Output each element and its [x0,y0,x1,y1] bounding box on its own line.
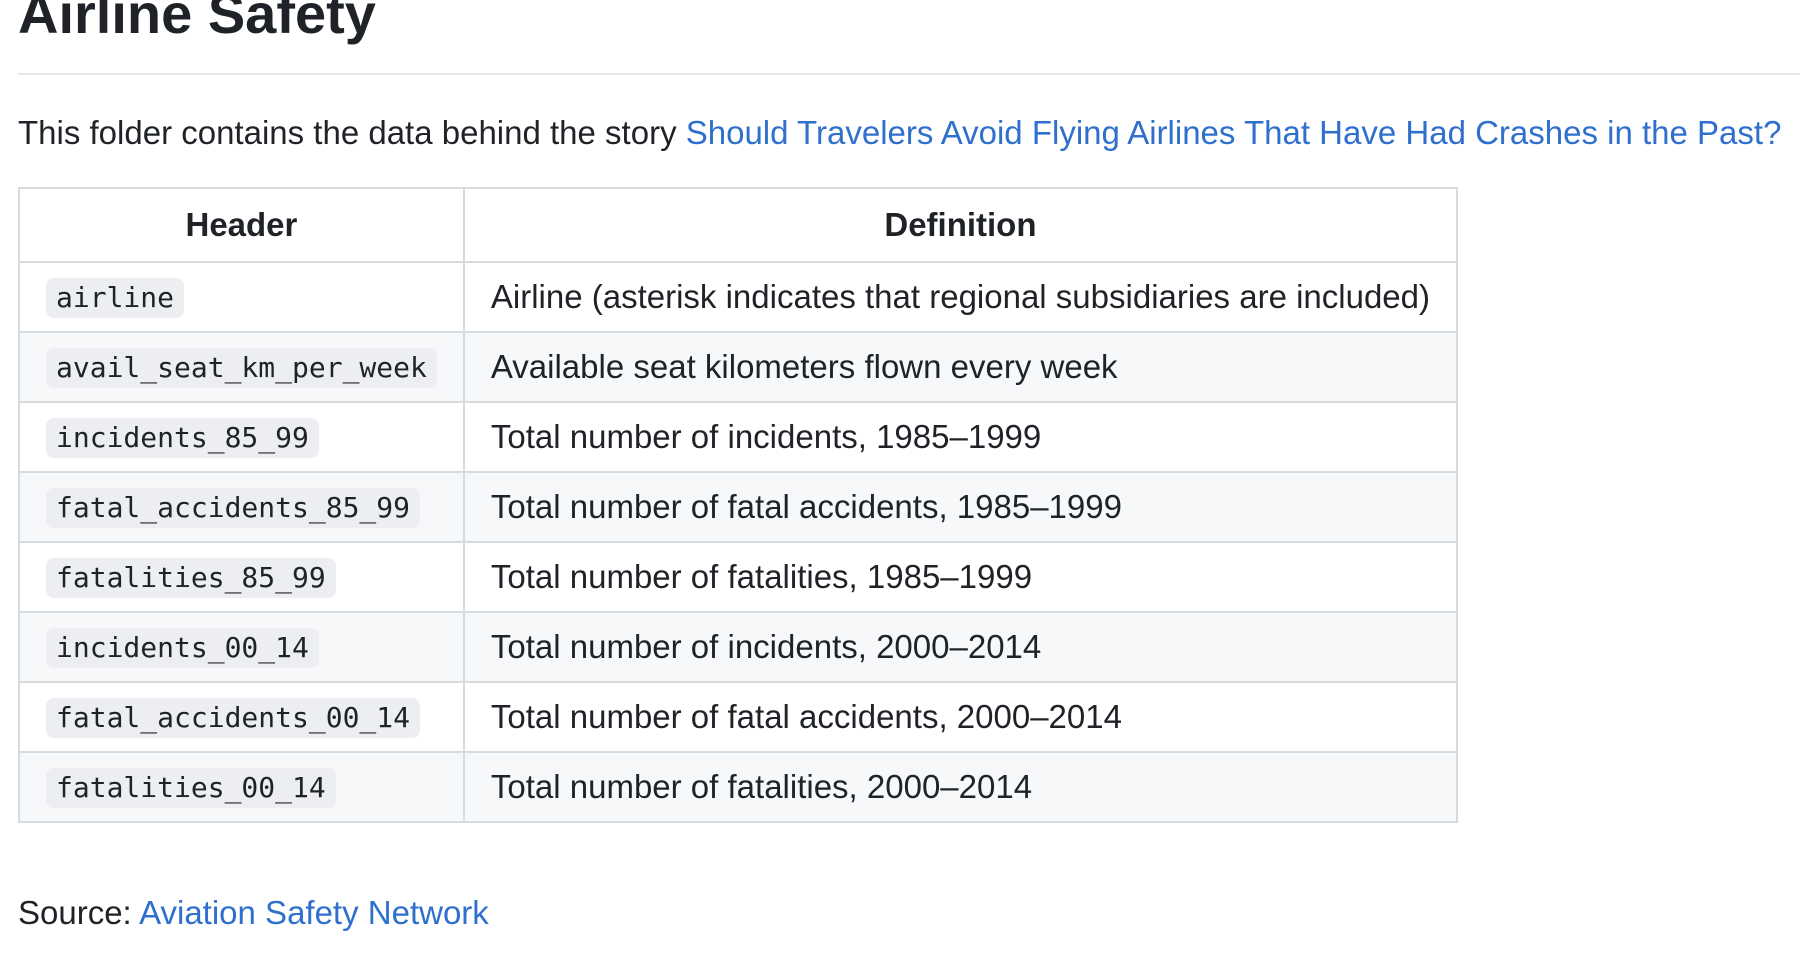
definition-cell: Total number of fatalities, 1985–1999 [462,541,1459,613]
table-row: incidents_00_14 Total number of incident… [18,611,1459,683]
source-line: Source: Aviation Safety Network [18,893,489,933]
header-cell: avail_seat_km_per_week [18,331,465,403]
source-label: Source: [18,894,140,931]
definition-cell: Airline (asterisk indicates that regiona… [462,261,1459,333]
definitions-table: Header Definition airline Airline (aster… [18,187,1459,823]
field-name-code: fatal_accidents_00_14 [46,697,421,738]
definition-cell: Total number of incidents, 2000–2014 [462,611,1459,683]
table-row: fatalities_00_14 Total number of fatalit… [18,751,1459,823]
header-cell: fatal_accidents_85_99 [18,471,465,543]
header-cell: fatalities_00_14 [18,751,465,823]
header-cell: incidents_85_99 [18,401,465,473]
intro-paragraph: This folder contains the data behind the… [18,113,1781,153]
header-cell: fatalities_85_99 [18,541,465,613]
table-row: incidents_85_99 Total number of incident… [18,401,1459,473]
header-cell: fatal_accidents_00_14 [18,681,465,753]
definition-cell: Total number of incidents, 1985–1999 [462,401,1459,473]
field-name-code: airline [46,277,185,318]
table-row: fatal_accidents_00_14 Total number of fa… [18,681,1459,753]
source-link[interactable]: Aviation Safety Network [139,894,489,931]
story-link[interactable]: Should Travelers Avoid Flying Airlines T… [685,114,1782,151]
title-divider [18,73,1800,75]
field-name-code: incidents_00_14 [46,627,319,668]
field-name-code: fatal_accidents_85_99 [46,487,421,528]
header-cell: incidents_00_14 [18,611,465,683]
field-name-code: fatalities_85_99 [46,557,336,598]
definition-cell: Total number of fatalities, 2000–2014 [462,751,1459,823]
column-header-definition: Definition [462,187,1459,263]
table-row: fatalities_85_99 Total number of fatalit… [18,541,1459,613]
field-name-code: incidents_85_99 [46,417,319,458]
table-row: avail_seat_km_per_week Available seat ki… [18,331,1459,403]
table-header-row: Header Definition [18,187,1459,263]
definition-cell: Available seat kilometers flown every we… [462,331,1459,403]
intro-text: This folder contains the data behind the… [18,114,686,151]
field-name-code: fatalities_00_14 [46,767,336,808]
definition-cell: Total number of fatal accidents, 1985–19… [462,471,1459,543]
table-row: airline Airline (asterisk indicates that… [18,261,1459,333]
column-header-header: Header [18,187,465,263]
header-cell: airline [18,261,465,333]
table-row: fatal_accidents_85_99 Total number of fa… [18,471,1459,543]
field-name-code: avail_seat_km_per_week [46,347,437,388]
definition-cell: Total number of fatal accidents, 2000–20… [462,681,1459,753]
page-title: Airline Safety [18,0,376,45]
